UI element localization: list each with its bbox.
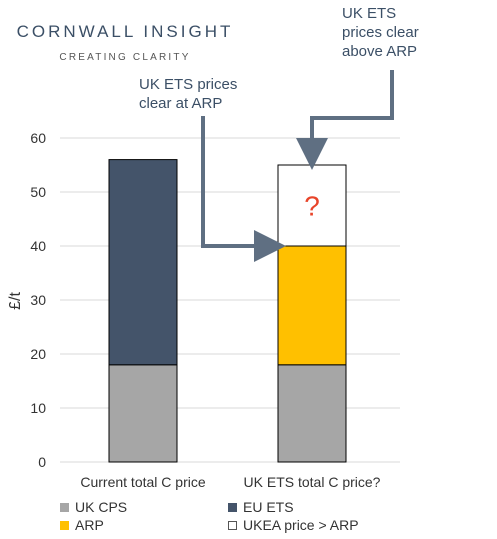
legend-swatch (228, 502, 237, 512)
logo-title: CORNWALL INSIGHT (16, 22, 234, 41)
y-tick-label: 40 (30, 238, 46, 254)
cornwall-insight-logo: CORNWALL INSIGHT CREATING CLARITY (10, 22, 240, 63)
legend-label: UK CPS (75, 499, 128, 515)
y-tick-label: 50 (30, 184, 46, 200)
legend-label: EU ETS (243, 499, 294, 515)
x-tick-labels: Current total C price UK ETS total C pric… (80, 474, 380, 490)
legend-item: EU ETS (228, 499, 294, 515)
x-tick-label: Current total C price (80, 474, 205, 490)
bar-segment-ukea-price-arp (277, 164, 347, 247)
bar-segment-arp (277, 245, 347, 366)
y-axis-label: £/t (7, 292, 24, 310)
y-tick-label: 30 (30, 292, 46, 308)
x-tick-label: UK ETS total C price? (244, 474, 381, 490)
bar-segment-uk-cps (277, 364, 347, 463)
legend-item: UK CPS (60, 499, 127, 515)
arrow-at-arp (201, 116, 286, 262)
arrow-above-arp (296, 70, 394, 170)
callout-above-line-2: prices clear (342, 24, 419, 41)
legend-item: ARP (60, 517, 104, 533)
callout-at-arp: UK ETS prices clear at ARP (139, 75, 237, 113)
y-tick-label: 60 (30, 130, 46, 146)
bar-segment-eu-ets (108, 159, 178, 366)
y-tick-labels: 0 10 20 30 40 50 60 (30, 130, 46, 470)
y-tick-label: 10 (30, 400, 46, 416)
bars: ? (108, 159, 347, 463)
callout-at-line-1: UK ETS prices (139, 76, 238, 93)
question-mark-annotation: ? (304, 191, 320, 222)
y-tick-label: 20 (30, 346, 46, 362)
legend-swatch (228, 520, 237, 530)
legend-item: UKEA price > ARP (228, 517, 359, 533)
callout-at-line-2: clear at ARP (139, 95, 223, 112)
callout-above-line-1: UK ETS (342, 5, 397, 22)
legend-label: UKEA price > ARP (243, 517, 359, 533)
legend-swatch (60, 502, 69, 512)
callout-arrows (201, 70, 394, 262)
legend-swatch (60, 520, 69, 530)
logo-subtitle: CREATING CLARITY (59, 52, 191, 63)
y-tick-label: 0 (38, 454, 46, 470)
legend-label: ARP (75, 517, 104, 533)
callout-above-arp: UK ETS prices clear above ARP (342, 4, 419, 61)
callout-above-line-3: above ARP (342, 43, 418, 60)
bar-segment-uk-cps (108, 364, 178, 463)
